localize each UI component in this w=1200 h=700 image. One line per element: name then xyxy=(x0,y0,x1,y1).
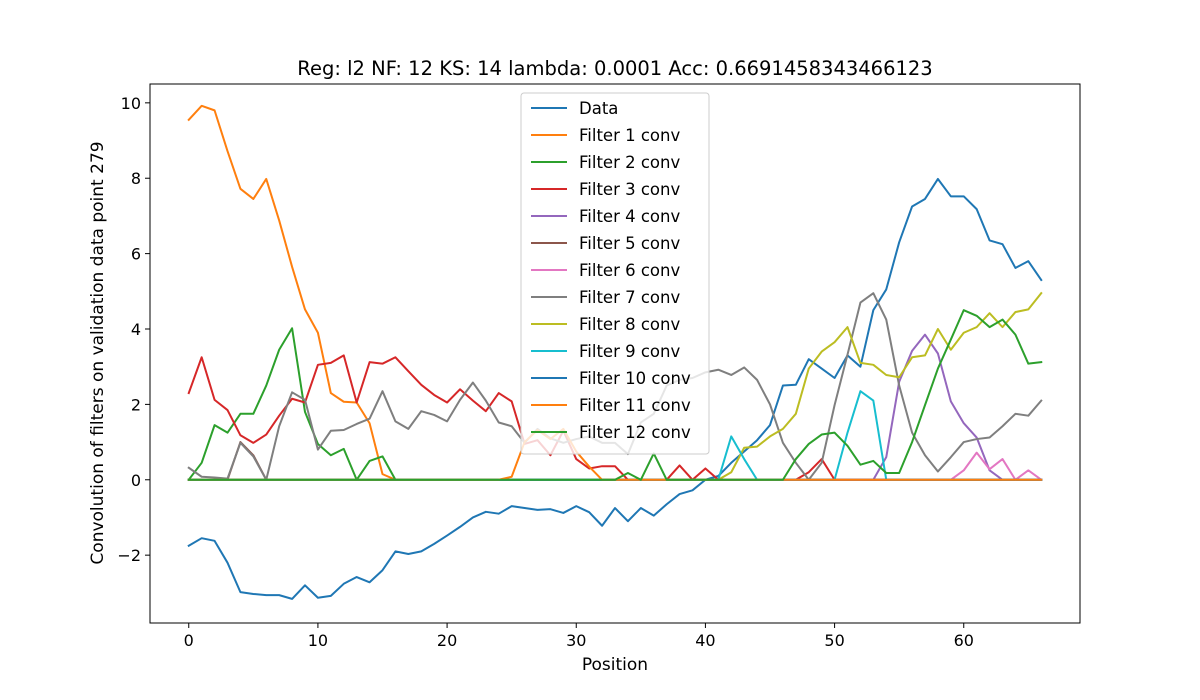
x-axis: 0 10 20 30 40 50 60 xyxy=(184,623,974,650)
x-tick-label: 0 xyxy=(184,631,194,650)
legend-entry: Filter 9 conv xyxy=(579,342,680,361)
legend-entry: Filter 1 conv xyxy=(579,126,680,145)
y-tick-label: 2 xyxy=(131,395,141,414)
legend-entry: Filter 11 conv xyxy=(579,396,691,415)
series-line-filter-12 xyxy=(187,309,1043,481)
x-tick-label: 20 xyxy=(437,631,457,650)
legend-entry: Filter 3 conv xyxy=(579,180,680,199)
y-tick-label: 8 xyxy=(131,169,141,188)
legend-entry: Filter 7 conv xyxy=(579,288,680,307)
y-tick-label: 6 xyxy=(131,245,141,264)
x-tick-label: 60 xyxy=(954,631,974,650)
y-tick-label: −2 xyxy=(117,546,141,565)
y-tick-label: 10 xyxy=(121,94,141,113)
legend: Data Filter 1 conv Filter 2 conv Filter 3 c… xyxy=(520,92,710,455)
x-tick-label: 40 xyxy=(695,631,715,650)
chart-title: Reg: l2 NF: 12 KS: 14 lambda: 0.0001 Acc… xyxy=(297,57,932,80)
y-tick-label: 0 xyxy=(131,471,141,490)
series-layer xyxy=(187,104,1043,600)
x-tick-label: 30 xyxy=(566,631,586,650)
x-tick-label: 50 xyxy=(824,631,844,650)
legend-entry: Filter 4 conv xyxy=(579,207,680,226)
plot-frame xyxy=(149,83,1081,624)
legend-entry: Filter 10 conv xyxy=(579,369,691,388)
x-tick-label: 10 xyxy=(308,631,328,650)
y-axis-label: Convolution of filters on validation dat… xyxy=(88,141,108,564)
y-axis: −2 0 2 4 6 8 10 xyxy=(117,94,150,565)
legend-entry: Data xyxy=(579,99,618,118)
legend-entry: Filter 2 conv xyxy=(579,153,680,172)
y-tick-label: 4 xyxy=(131,320,141,339)
x-axis-label: Position xyxy=(582,655,648,675)
legend-entry: Filter 8 conv xyxy=(579,315,680,334)
legend-entry: Filter 12 conv xyxy=(579,423,691,442)
legend-box xyxy=(520,92,710,455)
legend-entry: Filter 5 conv xyxy=(579,234,680,253)
series-line-data xyxy=(187,177,1043,600)
legend-entry: Filter 6 conv xyxy=(579,261,680,280)
